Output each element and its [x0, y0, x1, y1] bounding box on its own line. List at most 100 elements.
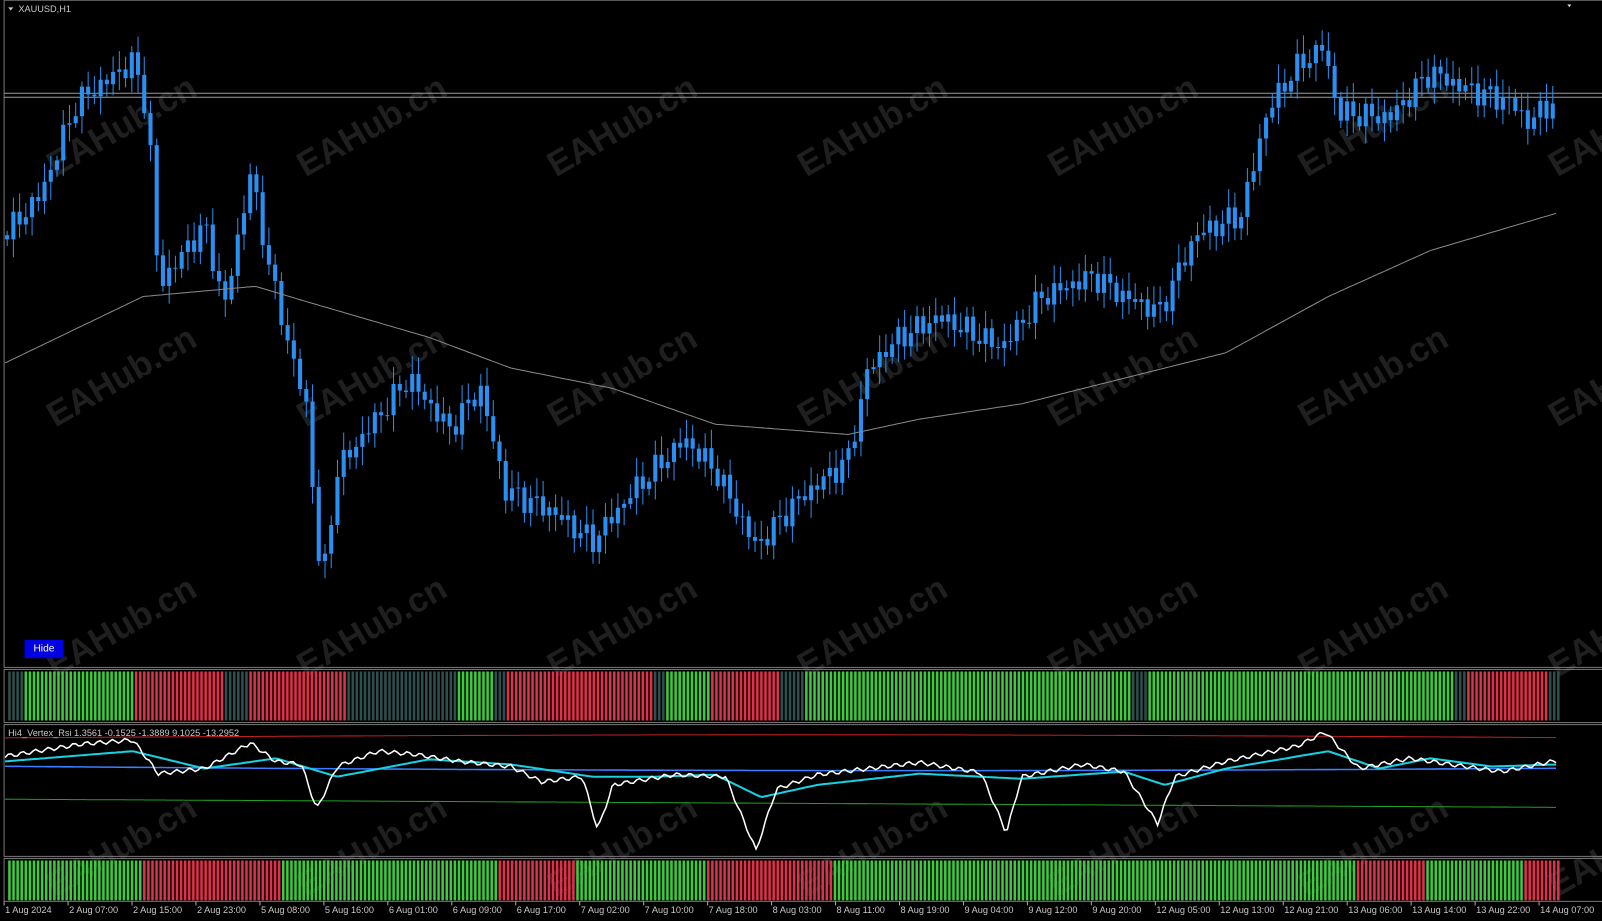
time-label: 9 Aug 04:00 [964, 905, 1013, 915]
histogram-bar [711, 671, 714, 721]
histogram-bar [498, 860, 502, 901]
time-label: 13 Aug 22:00 [1476, 905, 1530, 915]
histogram-bar [923, 860, 927, 901]
histogram-bar [621, 671, 624, 721]
histogram-bar [1197, 671, 1200, 721]
histogram-bar [1107, 671, 1111, 721]
histogram-bar [1209, 671, 1213, 721]
histogram-bar [339, 860, 342, 901]
candle-body [1426, 76, 1431, 88]
histogram-bar [1495, 860, 1499, 901]
time-label: 2 Aug 07:00 [69, 905, 118, 915]
histogram-bar [220, 860, 224, 901]
candle-body [285, 325, 290, 341]
histogram-bar [1291, 671, 1294, 721]
histogram-bar [118, 671, 122, 721]
histogram-bar [690, 860, 694, 901]
histogram-bar [1136, 860, 1139, 901]
histogram-bar [1324, 860, 1327, 901]
histogram-bar [539, 860, 543, 901]
candle-body [266, 245, 271, 265]
histogram-bar [1307, 860, 1311, 901]
histogram-bar [1291, 860, 1294, 901]
histogram-bar [396, 671, 399, 721]
histogram-bar [527, 860, 530, 901]
signal-panel [3, 857, 1602, 902]
hide-button-bg[interactable] [24, 639, 64, 659]
candle-body [821, 476, 826, 490]
histogram-bar [457, 860, 461, 901]
histogram-bar [1005, 860, 1008, 901]
histogram-bar [314, 671, 318, 721]
histogram-bar [801, 671, 804, 721]
histogram-bar [788, 671, 792, 721]
histogram-bar [1295, 860, 1299, 901]
histogram-bar [1029, 671, 1033, 721]
histogram-bar [212, 671, 216, 721]
candle-body [653, 454, 658, 482]
histogram-bar [976, 860, 980, 901]
histogram-bar [151, 860, 154, 901]
candle-body [135, 52, 141, 75]
histogram-bar [657, 860, 661, 901]
histogram-bar [854, 860, 857, 901]
histogram-bar [404, 671, 408, 721]
histogram-bar [1275, 671, 1278, 721]
histogram-bar [196, 860, 199, 901]
histogram-bar [588, 860, 592, 901]
histogram-bar [1356, 860, 1360, 901]
histogram-bar [474, 860, 477, 901]
rsi-lines [4, 731, 1557, 851]
candle-body [628, 498, 633, 504]
histogram-bar [445, 671, 449, 721]
histogram-bar [494, 671, 498, 721]
histogram-bar [1201, 860, 1205, 901]
histogram-bar [1442, 860, 1446, 901]
candle-body [1151, 304, 1156, 317]
histogram-bar [1557, 671, 1560, 721]
candle-body [1463, 85, 1468, 92]
histogram-bar [1103, 671, 1106, 721]
histogram-bar [935, 860, 939, 901]
candle-body [939, 315, 945, 322]
candle-body [391, 383, 396, 416]
histogram-bar [829, 860, 833, 901]
histogram-bar [563, 671, 567, 721]
histogram-bar [993, 671, 996, 721]
histogram-bar [1168, 671, 1172, 721]
histogram-bar [298, 860, 301, 901]
histogram-bar [1234, 671, 1237, 721]
candle-body [1413, 78, 1418, 107]
histogram-bar [805, 860, 808, 901]
histogram-bar [163, 671, 167, 721]
candle-body [1183, 262, 1188, 266]
histogram-bar [151, 671, 154, 721]
histogram-bar [637, 860, 641, 901]
histogram-bar [1348, 671, 1352, 721]
candle-body [703, 448, 708, 462]
hide-button-label[interactable]: Hide [33, 644, 54, 655]
histogram-bar [363, 671, 367, 721]
candle-body [1488, 86, 1493, 90]
histogram-bar [1315, 860, 1319, 901]
histogram-bar [1025, 860, 1029, 901]
histogram-bar [69, 671, 73, 721]
histogram-bar [1168, 860, 1172, 901]
candle-body [927, 323, 932, 334]
candle-body [310, 401, 315, 487]
candle-body [522, 487, 527, 513]
histogram-bar [1373, 671, 1376, 721]
histogram-bar [956, 860, 959, 901]
hide-button[interactable]: Hide [24, 639, 64, 659]
candle-body [1376, 116, 1381, 124]
histogram-bar [1287, 860, 1290, 901]
histogram-bar [743, 860, 747, 901]
histogram-bar [739, 860, 743, 901]
histogram-bar [1307, 671, 1311, 721]
histogram-bar [1352, 671, 1356, 721]
histogram-bar [523, 671, 526, 721]
candle-body [784, 515, 789, 527]
time-label: 5 Aug 16:00 [325, 905, 374, 915]
histogram-bar [780, 860, 784, 901]
histogram-bar [380, 860, 383, 901]
